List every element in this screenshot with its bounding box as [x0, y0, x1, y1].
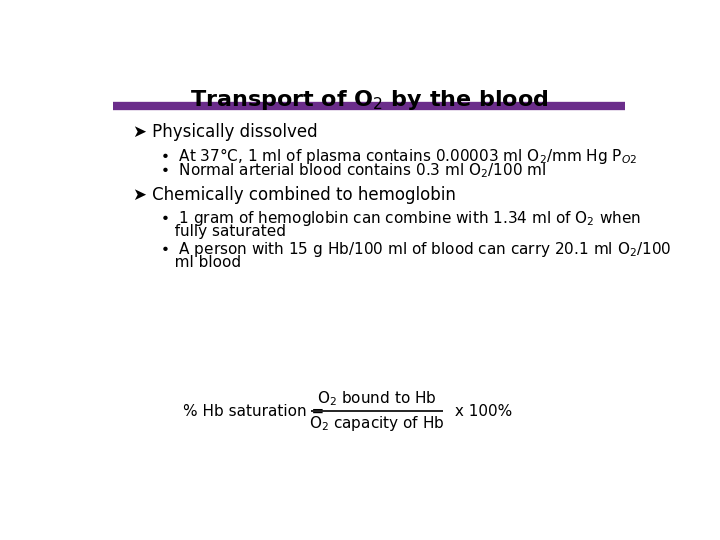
- Text: ml blood: ml blood: [160, 255, 241, 270]
- Text: ➤ Chemically combined to hemoglobin: ➤ Chemically combined to hemoglobin: [132, 186, 456, 204]
- Text: •  Normal arterial blood contains 0.3 ml O$_2$/100 ml: • Normal arterial blood contains 0.3 ml …: [160, 161, 546, 180]
- Text: •  A person with 15 g Hb/100 ml of blood can carry 20.1 ml O$_2$/100: • A person with 15 g Hb/100 ml of blood …: [160, 240, 671, 259]
- Text: •  1 gram of hemoglobin can combine with 1.34 ml of O$_2$ when: • 1 gram of hemoglobin can combine with …: [160, 209, 641, 228]
- Text: x 100%: x 100%: [451, 404, 513, 419]
- Text: •  At 37°C, 1 ml of plasma contains 0.00003 ml O$_2$/mm Hg P$_{O2}$: • At 37°C, 1 ml of plasma contains 0.000…: [160, 146, 637, 166]
- Text: fully saturated: fully saturated: [160, 224, 286, 239]
- Text: O$_2$ capacity of Hb: O$_2$ capacity of Hb: [309, 414, 444, 433]
- Text: % Hb saturation =: % Hb saturation =: [183, 404, 329, 419]
- Text: Transport of O$_2$ by the blood: Transport of O$_2$ by the blood: [190, 88, 548, 112]
- Text: O$_2$ bound to Hb: O$_2$ bound to Hb: [317, 390, 436, 408]
- Text: ➤ Physically dissolved: ➤ Physically dissolved: [132, 123, 318, 140]
